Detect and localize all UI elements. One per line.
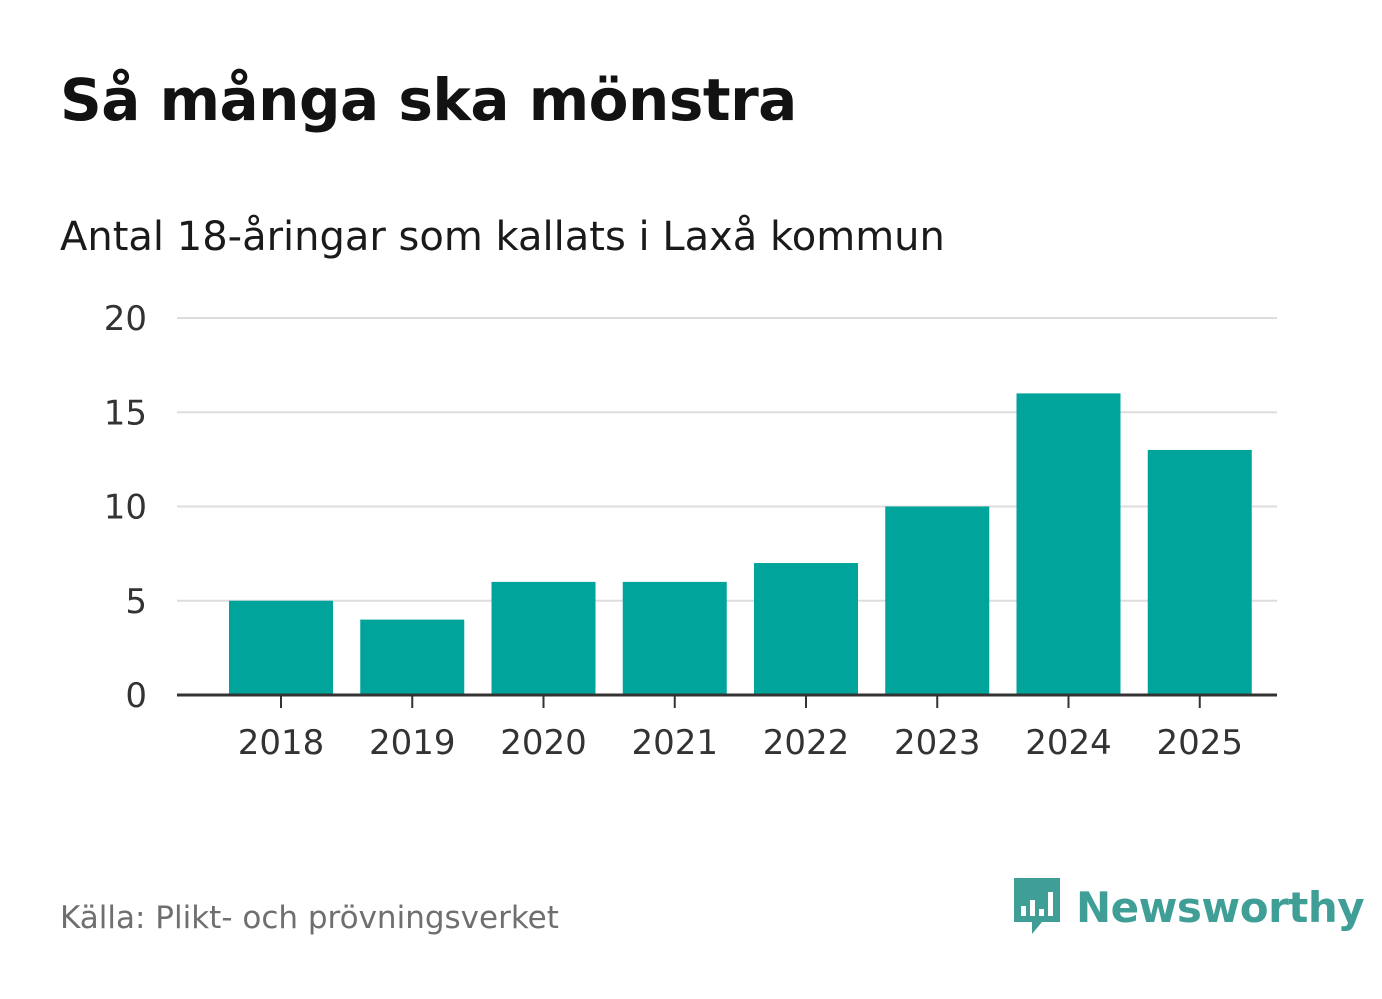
- y-tick-label: 5: [125, 582, 147, 622]
- x-tick-label: 2019: [369, 723, 456, 763]
- newsworthy-logo-icon: [1014, 878, 1060, 934]
- x-tick-label: 2018: [238, 723, 325, 763]
- bar-2022: [754, 563, 858, 695]
- bar-2025: [1147, 449, 1252, 695]
- y-tick-label: 20: [104, 299, 147, 339]
- x-tick-label: 2022: [763, 723, 850, 763]
- x-tick-label: 2025: [1156, 723, 1243, 763]
- y-tick-label: 15: [104, 393, 147, 433]
- bar-2020: [491, 581, 596, 695]
- bar-2024: [1016, 393, 1121, 695]
- y-tick-label: 10: [104, 488, 147, 528]
- chart-subtitle: Antal 18-åringar som kallats i Laxå komm…: [60, 214, 945, 260]
- bar-2018: [229, 600, 333, 695]
- brand-logo: Newsworthy: [1010, 876, 1365, 938]
- x-tick-label: 2021: [631, 723, 718, 763]
- x-tick-label: 2024: [1025, 723, 1112, 763]
- x-tick-label: 2023: [894, 723, 981, 763]
- x-tick-label: 2020: [500, 723, 587, 763]
- brand-name: Newsworthy: [1076, 882, 1365, 932]
- bar-2023: [885, 506, 990, 695]
- source-note: Källa: Plikt- och prövningsverket: [60, 900, 559, 936]
- y-tick-label: 0: [125, 676, 147, 716]
- bar-2019: [360, 619, 465, 695]
- bar-2021: [622, 581, 727, 695]
- chart-title: Så många ska mönstra: [60, 66, 797, 134]
